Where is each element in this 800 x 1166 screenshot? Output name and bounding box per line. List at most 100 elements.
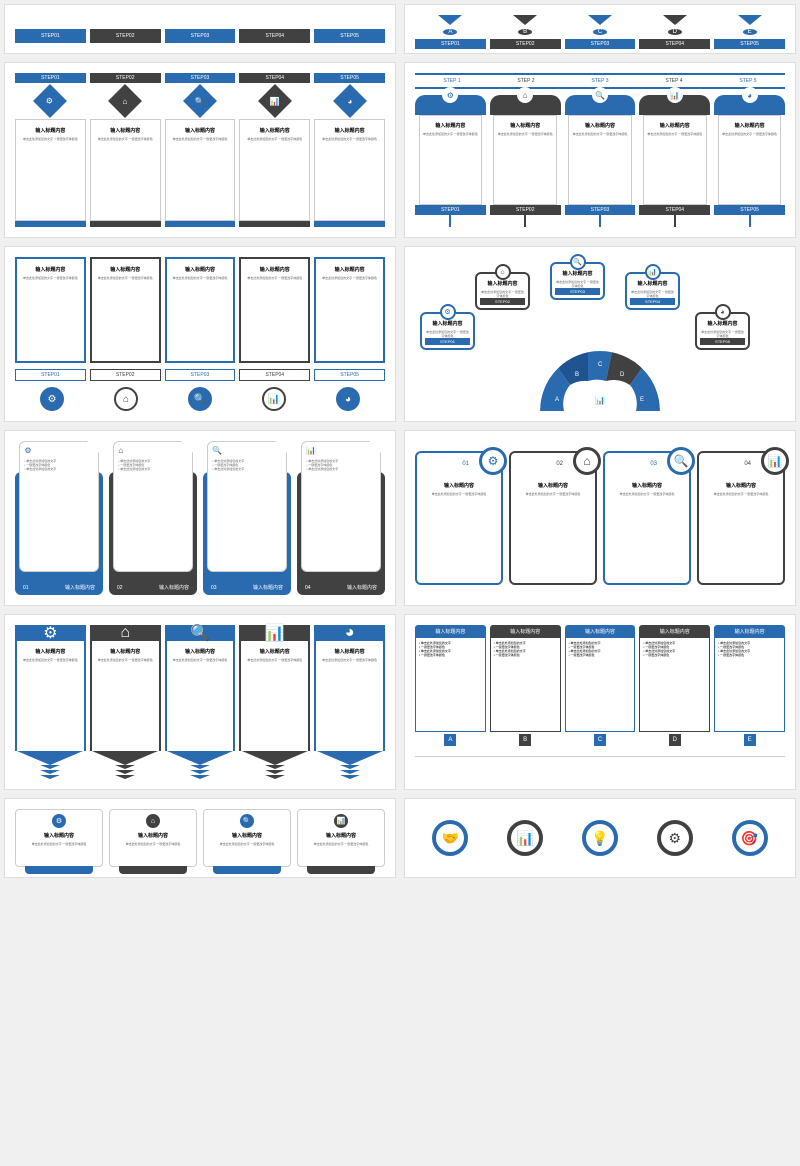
card-title: 输入标题内容: [714, 625, 785, 637]
diamond-card: STEP02 ⌂ 输入标题内容单击此处添加您的文字 一键更改字体颜色: [90, 73, 161, 227]
step-label: STEP02: [90, 369, 161, 381]
card-icon: 📊: [306, 446, 375, 455]
card-desc: 单击此处添加您的文字 一键更改字体颜色: [244, 137, 305, 141]
card-icon: ⌂: [146, 814, 160, 828]
circle-icon: ⚙: [657, 820, 693, 856]
card-title: 输入标题内容: [96, 266, 155, 273]
slide-cards-circles: 输入标题内容单击此处添加您的文字 一键更改字体颜色输入标题内容单击此处添加您的文…: [4, 246, 396, 422]
card-desc: • 单击此处添加您的文字• 一键更改字体颜色• 单击此处添加您的文字• 一键更改…: [714, 637, 785, 732]
card-desc: 单击此处添加您的文字 一键更改字体颜色: [21, 658, 80, 662]
card: ESTEP05: [714, 15, 785, 43]
card-desc: 单击此处添加您的文字 一键更改字体颜色: [423, 132, 479, 136]
step-label: STEP02: [490, 205, 561, 215]
card-icon: ⚙: [440, 304, 456, 320]
card-title: 输入标题内容: [555, 270, 600, 277]
diamond-card: STEP04 📊 输入标题内容单击此处添加您的文字 一键更改字体颜色: [239, 73, 310, 227]
template-grid: STEP01 STEP02 STEP03 STEP04 STEP05 ASTEP…: [0, 0, 800, 882]
card-icon: 🔍: [592, 87, 608, 103]
card-title: 输入标题内容: [647, 122, 703, 129]
card-icon: ⌂: [495, 264, 511, 280]
card-desc: 单击此处添加您的文字 一键更改字体颜色: [171, 276, 230, 280]
step-label: STEP04: [630, 298, 675, 305]
card: STEP05: [314, 29, 385, 43]
card-icon: ⚙: [52, 814, 66, 828]
card-icon: 📊: [645, 264, 661, 280]
card-title: 输入标题内容: [347, 584, 377, 591]
diamond-icon: 🔍: [183, 84, 217, 118]
card-desc: 单击此处添加您的文字 一键更改字体颜色: [647, 132, 703, 136]
card-title: 输入标题内容: [320, 266, 379, 273]
info-card: ◕ 输入标题内容 单击此处添加您的文字 一键更改字体颜色 STEP05: [695, 312, 750, 350]
diamond-card: STEP01 ⚙ 输入标题内容单击此处添加您的文字 一键更改字体颜色: [15, 73, 86, 227]
card-title: 输入标题内容: [611, 482, 683, 489]
corner-card: 📊 04 输入标题内容 单击此处添加您的文字 一键更改字体颜色: [697, 451, 785, 585]
card-desc: 单击此处添加您的文字 一键更改字体颜色: [423, 492, 495, 496]
card-title: 输入标题内容: [244, 127, 305, 134]
card-desc: 单击此处添加您的文字 一键更改字体颜色: [95, 137, 156, 141]
slanted-card: ⌂ • 单击此处添加您的文字• 一键更改字体颜色• 单击此处添加您的文字 02 …: [109, 441, 197, 595]
card-desc: 单击此处添加您的文字 一键更改字体颜色: [96, 658, 155, 662]
step-label: STEP 3: [563, 75, 637, 87]
circle-icon: 📊: [262, 387, 286, 411]
card-desc: • 单击此处添加您的文字• 一键更改字体颜色• 单击此处添加您的文字• 一键更改…: [415, 637, 486, 732]
bar-card: 📊 输入标题内容 单击此处添加您的文字 一键更改字体颜色: [297, 809, 385, 867]
card: STEP01: [15, 29, 86, 43]
step-label: STEP05: [314, 73, 385, 83]
slide-slanted: ⚙ • 单击此处添加您的文字• 一键更改字体颜色• 单击此处添加您的文字 01 …: [4, 430, 396, 606]
circle-icon: 📊: [507, 820, 543, 856]
info-card: ⌂ 输入标题内容 单击此处添加您的文字 一键更改字体颜色 STEP02: [475, 272, 530, 310]
card-icon: ⌂: [118, 446, 187, 455]
step-label: STEP03: [165, 369, 236, 381]
slide-semicircle: A B C D E 📊 ⚙ 输入标题内容 单击此处添加您的文字 一键更改字体颜色…: [404, 246, 796, 422]
card-desc: 单击此处添加您的文字 一键更改字体颜色: [722, 132, 778, 136]
card-letter: D: [669, 734, 681, 746]
envelope-card: 📊 输入标题内容单击此处添加您的文字 一键更改字体颜色: [239, 625, 310, 779]
card-title: 输入标题内容: [319, 127, 380, 134]
card: STEP04: [239, 29, 310, 43]
envelope-card: ◕ 输入标题内容单击此处添加您的文字 一键更改字体颜色: [314, 625, 385, 779]
card-title: 输入标题内容: [96, 648, 155, 655]
card-title: 输入标题内容: [320, 648, 379, 655]
card-title: 输入标题内容: [245, 266, 304, 273]
card-letter: B: [519, 734, 531, 746]
slide-partial-1: STEP01 STEP02 STEP03 STEP04 STEP05: [4, 4, 396, 54]
rounded-card: ◕ 输入标题内容单击此处添加您的文字 一键更改字体颜色 STEP05: [714, 95, 785, 227]
step-label: STEP05: [714, 205, 785, 215]
slide-tab-cards: 输入标题内容 • 单击此处添加您的文字• 一键更改字体颜色• 单击此处添加您的文…: [404, 614, 796, 790]
card: 输入标题内容单击此处添加您的文字 一键更改字体颜色: [165, 257, 236, 363]
card-desc: 单击此处添加您的文字 一键更改字体颜色: [425, 330, 470, 338]
card-title: 输入标题内容: [171, 648, 230, 655]
card-icon: ◕: [715, 304, 731, 320]
card-number: 01: [23, 585, 29, 591]
card-icon: ⚙: [488, 454, 499, 468]
card-desc: 单击此处添加您的文字 一键更改字体颜色: [705, 492, 777, 496]
card-title: 输入标题内容: [253, 584, 283, 591]
step-label: STEP 4: [637, 75, 711, 87]
card-title: 输入标题内容: [423, 482, 495, 489]
slide-partial-2: ASTEP01 BSTEP02 CSTEP03 DSTEP04 ESTEP05: [404, 4, 796, 54]
card-title: 输入标题内容: [639, 625, 710, 637]
svg-text:E: E: [640, 397, 644, 403]
card-desc: 单击此处添加您的文字 一键更改字体颜色: [170, 137, 231, 141]
card-title: 输入标题内容: [497, 122, 553, 129]
card-desc: 单击此处添加您的文字 一键更改字体颜色: [555, 280, 600, 288]
step-label: STEP05: [700, 338, 745, 345]
circle-icon: 🎯: [732, 820, 768, 856]
circle-icon: 💡: [582, 820, 618, 856]
card-icon: ⚙: [24, 446, 93, 455]
card-desc: 单击此处添加您的文字 一键更改字体颜色: [480, 290, 525, 298]
card-title: 输入标题内容: [245, 648, 304, 655]
card-icon: 📊: [239, 625, 310, 641]
card-title: 输入标题内容: [425, 320, 470, 327]
slide-circle-corner: ⚙ 01 输入标题内容 单击此处添加您的文字 一键更改字体颜色 ⌂ 02 输入标…: [404, 430, 796, 606]
slide-rounded-steps: STEP 1STEP 2STEP 3STEP 4STEP 5 ⚙ 输入标题内容单…: [404, 62, 796, 238]
card-desc: 单击此处添加您的文字 一键更改字体颜色: [171, 658, 230, 662]
card-icon: 🔍: [570, 254, 586, 270]
card-desc: • 单击此处添加您的文字• 一键更改字体颜色• 单击此处添加您的文字• 一键更改…: [565, 637, 636, 732]
step-label: STEP05: [315, 30, 384, 42]
card: STEP03: [165, 29, 236, 43]
card-title: 输入标题内容: [480, 280, 525, 287]
card-letter: C: [594, 734, 606, 746]
step-label: STEP04: [239, 73, 310, 83]
card-icon: 🔍: [212, 446, 281, 455]
